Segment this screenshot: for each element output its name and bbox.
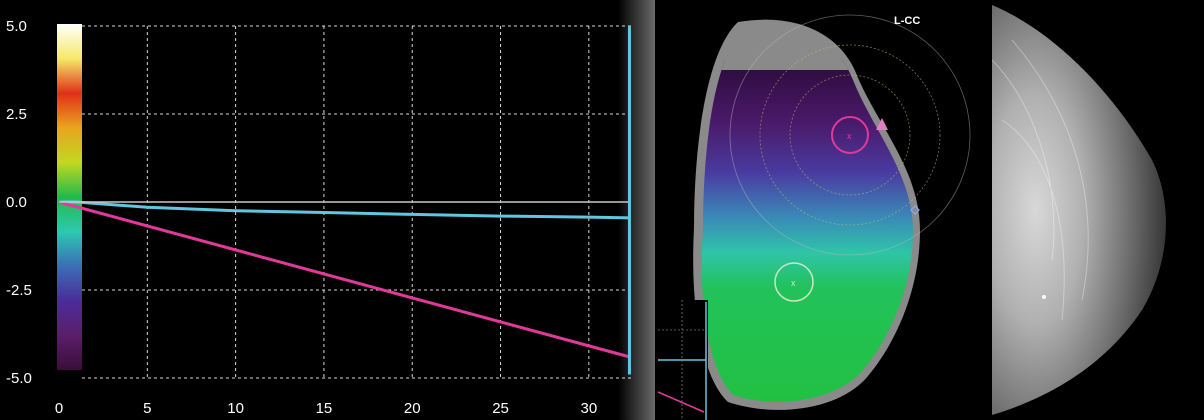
mammogram-panel — [992, 0, 1204, 420]
roi-marker: x — [847, 131, 852, 141]
roi-circle-green[interactable] — [774, 262, 814, 302]
y-tick-label: 2.5 — [6, 106, 27, 123]
x-tick-label: 10 — [227, 400, 244, 417]
x-tick-label: 0 — [55, 400, 63, 417]
colorbar — [57, 24, 82, 370]
range-circle — [789, 74, 911, 196]
x-tick-label: 15 — [316, 400, 333, 417]
x-tick-label: 30 — [581, 400, 598, 417]
parametric-map-image: x x L-CC — [658, 14, 971, 420]
y-tick-label: 5.0 — [6, 18, 27, 35]
breast-tissue — [992, 5, 1166, 415]
x-tick-label: 25 — [492, 400, 509, 417]
view-label: L-CC — [894, 15, 920, 27]
roi-marker: x — [791, 278, 796, 288]
y-tick-label: 0.0 — [6, 194, 27, 211]
roi-circle-magenta[interactable] — [831, 116, 869, 154]
line-chart: 5.0 2.5 0.0 -2.5 -5.0 0 5 10 15 20 25 30 — [6, 0, 655, 420]
x-tick-label: 20 — [404, 400, 421, 417]
nipple-marker-icon — [876, 118, 888, 130]
adjacent-image-edge — [618, 0, 655, 420]
calcification-dot — [1042, 295, 1046, 299]
y-tick-label: -5.0 — [6, 370, 32, 387]
y-tick-label: -2.5 — [6, 282, 32, 299]
mammogram-image — [992, 5, 1166, 415]
range-circle — [729, 14, 971, 256]
dose-chart-panel: 5.0 2.5 0.0 -2.5 -5.0 0 5 10 15 20 25 30 — [6, 0, 655, 420]
series-line-0 — [59, 200, 630, 220]
breast-map-panel: x x L-CC — [658, 0, 988, 420]
range-circle — [759, 44, 941, 226]
marker-icon — [910, 205, 920, 215]
series-line-1 — [58, 200, 630, 359]
x-tick-label: 5 — [143, 400, 151, 417]
